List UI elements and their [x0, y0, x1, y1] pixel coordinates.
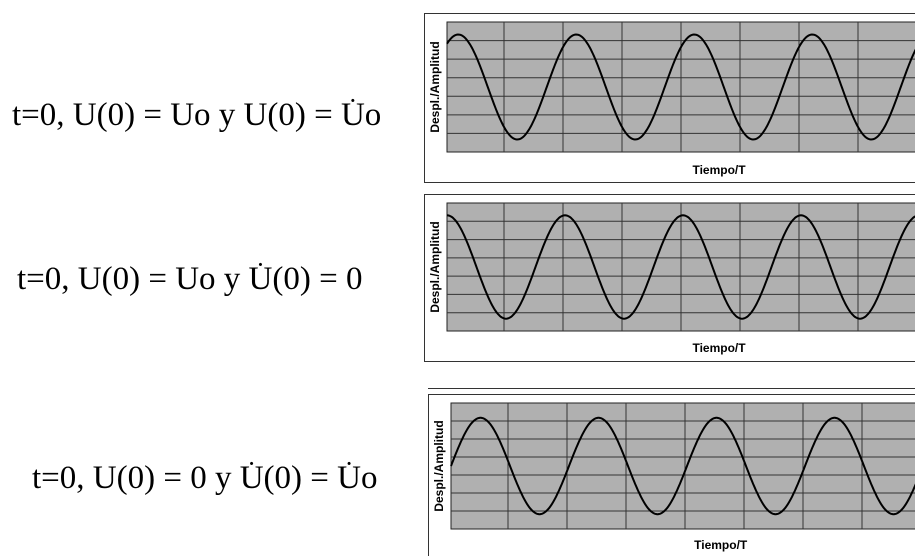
- series-line: [446, 33, 915, 141]
- chart-panel-1: Despl./Amplitud Tiempo/T: [424, 13, 915, 183]
- chart-3: Despl./Amplitud Tiempo/T: [432, 402, 915, 552]
- plot-area: [450, 402, 915, 530]
- x-axis-label: Tiempo/T: [694, 538, 748, 552]
- chart-1: Despl./Amplitud Tiempo/T: [428, 21, 915, 177]
- chart-panel-3: Despl./Amplitud Tiempo/T: [428, 394, 915, 556]
- equation-1: t=0, U(0) = Uo y U(0) = U · o: [12, 86, 382, 134]
- y-axis-label: Despl./Amplitud: [432, 420, 446, 511]
- x-axis-label: Tiempo/T: [692, 341, 746, 355]
- dot-accent: ·: [348, 86, 358, 115]
- equation-2: t=0, U(0) = Uo y U · (0) = 0: [17, 250, 363, 298]
- chart-2: Despl./Amplitud Tiempo/T: [428, 202, 915, 355]
- chart-panel-2: Despl./Amplitud Tiempo/T: [424, 194, 915, 362]
- dot-accent: ·: [344, 449, 354, 478]
- x-axis-label: Tiempo/T: [692, 163, 746, 177]
- equation-3-part-1: U ·: [239, 449, 264, 497]
- equation-3-part-4: o: [360, 460, 378, 496]
- equation-1-part-1: U ·: [340, 86, 365, 134]
- series-line: [446, 214, 915, 320]
- equation-3-part-0: t=0, U(0) = 0 y: [32, 460, 240, 496]
- dot-accent: ·: [256, 250, 265, 279]
- equation-3-part-2: (0) =: [263, 460, 338, 496]
- dot-accent: ·: [247, 449, 256, 478]
- equation-2-part-0: t=0, U(0) = Uo y: [17, 261, 249, 297]
- y-axis-label: Despl./Amplitud: [428, 41, 442, 132]
- y-axis-label: Despl./Amplitud: [428, 221, 442, 312]
- equation-3-part-3: U ·: [337, 449, 361, 497]
- equation-1-part-0: t=0, U(0) = Uo y U(0) =: [12, 97, 341, 133]
- equation-2-part-2: (0) = 0: [272, 261, 363, 297]
- equation-2-part-1: U ·: [248, 250, 273, 298]
- equation-1-part-2: o: [364, 97, 382, 133]
- separator-line: [428, 388, 915, 389]
- equation-3: t=0, U(0) = 0 y U · (0) = U · o: [32, 449, 378, 497]
- series-line: [450, 416, 915, 516]
